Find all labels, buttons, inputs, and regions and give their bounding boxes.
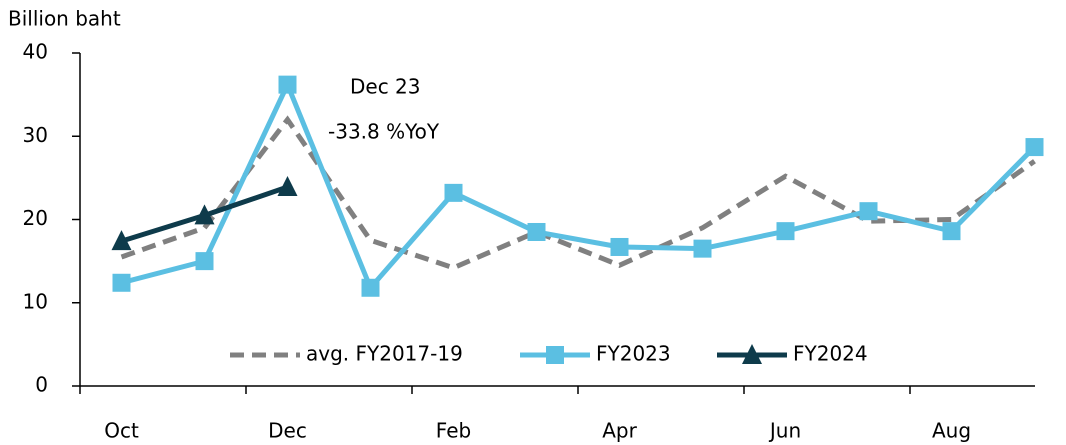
marker (527, 222, 546, 241)
legend-label: FY2024 (793, 342, 868, 366)
annotation: Dec 23 (350, 75, 421, 99)
marker (1025, 138, 1044, 157)
marker (776, 222, 795, 241)
legend-label: avg. FY2017-19 (306, 342, 463, 366)
marker (693, 239, 712, 258)
x-tick-label: Oct (104, 419, 139, 443)
annotation: -33.8 %YoY (328, 120, 440, 144)
marker (194, 204, 215, 225)
marker (112, 273, 131, 292)
marker (195, 252, 214, 271)
legend-label: FY2023 (596, 342, 671, 366)
marker (277, 176, 298, 197)
legend-marker (546, 346, 564, 364)
marker (610, 237, 629, 256)
marker (942, 222, 961, 241)
marker (444, 183, 463, 202)
series-line (120, 78, 1037, 293)
y-tick-label: 30 (23, 123, 48, 147)
y-tick-label: 40 (23, 40, 48, 64)
y-tick-label: 10 (23, 289, 48, 313)
x-tick-label: Apr (602, 419, 637, 443)
legend-marker (742, 344, 762, 364)
y-tick-label: 20 (23, 206, 48, 230)
marker (361, 278, 380, 297)
x-tick-label: Dec (268, 419, 307, 443)
series-line (120, 115, 1036, 271)
marker (859, 202, 878, 221)
x-tick-label: Jun (768, 419, 801, 443)
x-tick-label: Aug (932, 419, 971, 443)
y-tick-label: 0 (35, 373, 48, 397)
y-axis-label: Billion baht (8, 7, 121, 31)
x-tick-label: Feb (436, 419, 471, 443)
marker (111, 230, 132, 251)
marker (278, 75, 297, 94)
